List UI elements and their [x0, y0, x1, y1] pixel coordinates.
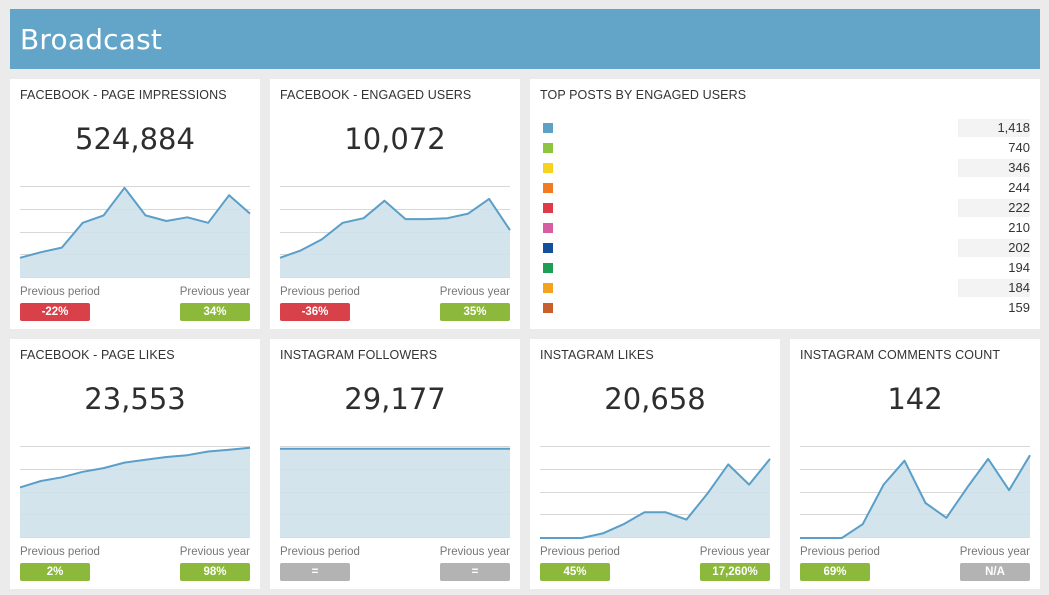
sparkline-line	[279, 197, 511, 259]
previous-year-badge: 34%	[180, 303, 250, 321]
engaged-users-value: 1,418	[958, 119, 1030, 137]
engaged-users-value: 184	[958, 279, 1030, 297]
previous-period-badge: 69%	[800, 563, 870, 581]
metric-value: 10,072	[344, 122, 446, 156]
page-title: Broadcast	[20, 23, 163, 56]
legend-swatch	[543, 303, 553, 313]
previous-year-label: Previous year	[179, 286, 250, 298]
engaged-users-value: 159	[1008, 300, 1030, 315]
previous-period-label: Previous period	[800, 546, 880, 558]
previous-period-label: Previous period	[20, 546, 100, 558]
previous-year-badge: =	[440, 563, 510, 581]
previous-year-badge: 35%	[440, 303, 510, 321]
top-post-row[interactable]: 210	[540, 218, 1030, 238]
sparkline-area	[280, 448, 510, 538]
legend-swatch	[543, 283, 553, 293]
legend-swatch	[543, 223, 553, 233]
legend-swatch	[543, 143, 553, 153]
previous-year-label: Previous year	[439, 286, 510, 298]
card-facebook-engaged-users[interactable]: FACEBOOK - ENGAGED USERS 10,072 Previous…	[270, 79, 520, 329]
card-facebook-page-likes[interactable]: FACEBOOK - PAGE LIKES 23,553 Previous pe…	[10, 339, 260, 589]
previous-year-badge: 17,260%	[700, 563, 770, 581]
engaged-users-value: 194	[1008, 260, 1030, 275]
card-instagram-followers[interactable]: INSTAGRAM FOLLOWERS 29,177 Previous peri…	[270, 339, 520, 589]
sparkline-chart	[800, 446, 1031, 539]
previous-period-badge: 45%	[540, 563, 610, 581]
previous-year-label: Previous year	[439, 546, 510, 558]
engaged-users-value: 202	[958, 239, 1030, 257]
top-post-row[interactable]: 194	[540, 258, 1030, 278]
card-title: INSTAGRAM FOLLOWERS	[280, 348, 438, 362]
card-instagram-comments-count[interactable]: INSTAGRAM COMMENTS COUNT 142 Previous pe…	[790, 339, 1040, 589]
legend-swatch	[543, 123, 553, 133]
top-post-row[interactable]: 184	[540, 278, 1030, 298]
top-post-row[interactable]: 1,418	[540, 118, 1030, 138]
card-title: FACEBOOK - PAGE IMPRESSIONS	[20, 88, 227, 102]
metric-value: 524,884	[75, 122, 195, 156]
sparkline-chart	[19, 186, 251, 278]
sparkline-area	[20, 187, 250, 278]
card-title: FACEBOOK - ENGAGED USERS	[280, 88, 472, 102]
engaged-users-value: 346	[958, 159, 1030, 177]
previous-period-label: Previous period	[20, 286, 100, 298]
card-facebook-page-impressions[interactable]: FACEBOOK - PAGE IMPRESSIONS 524,884 Prev…	[10, 79, 260, 329]
sparkline-chart	[540, 446, 771, 539]
top-post-row[interactable]: 202	[540, 238, 1030, 258]
engaged-users-value: 210	[1008, 220, 1030, 235]
sparkline-line	[19, 186, 251, 259]
top-post-row[interactable]: 159	[540, 298, 1030, 318]
previous-period-badge: -22%	[20, 303, 90, 321]
previous-period-label: Previous period	[280, 286, 360, 298]
engaged-users-value: 740	[1008, 140, 1030, 155]
sparkline-area	[540, 458, 770, 538]
sparkline-chart	[19, 446, 251, 538]
sparkline-chart	[280, 446, 510, 538]
previous-year-badge: N/A	[960, 563, 1030, 581]
sparkline-area	[20, 447, 250, 538]
sparkline-area	[280, 198, 510, 278]
card-title: TOP POSTS BY ENGAGED USERS	[540, 88, 747, 102]
card-title: INSTAGRAM COMMENTS COUNT	[800, 348, 1001, 362]
card-title: FACEBOOK - PAGE LIKES	[20, 348, 175, 362]
card-top-posts-by-engaged-users[interactable]: TOP POSTS BY ENGAGED USERS 1,418 740 346 24…	[530, 79, 1040, 329]
top-post-row[interactable]: 222	[540, 198, 1030, 218]
top-post-row[interactable]: 740	[540, 138, 1030, 158]
dashboard-header: Broadcast	[10, 9, 1040, 69]
metric-value: 23,553	[84, 382, 186, 416]
sparkline-line	[800, 454, 1031, 539]
metric-value: 29,177	[344, 382, 446, 416]
legend-swatch	[543, 183, 553, 193]
previous-period-badge: 2%	[20, 563, 90, 581]
top-post-row[interactable]: 346	[540, 158, 1030, 178]
sparkline-line	[540, 458, 771, 539]
metric-value: 142	[887, 382, 943, 416]
previous-year-badge: 98%	[180, 563, 250, 581]
previous-year-label: Previous year	[179, 546, 250, 558]
previous-period-badge: -36%	[280, 303, 350, 321]
previous-period-label: Previous period	[540, 546, 620, 558]
sparkline-line	[19, 446, 251, 489]
legend-swatch	[543, 263, 553, 273]
previous-year-label: Previous year	[699, 546, 770, 558]
engaged-users-value: 244	[1008, 180, 1030, 195]
legend-swatch	[543, 243, 553, 253]
metric-value: 20,658	[604, 382, 706, 416]
card-title: INSTAGRAM LIKES	[540, 348, 654, 362]
sparkline-area	[800, 455, 1030, 538]
previous-year-label: Previous year	[959, 546, 1030, 558]
previous-period-badge: =	[280, 563, 350, 581]
engaged-users-value: 222	[958, 199, 1030, 217]
previous-period-label: Previous period	[280, 546, 360, 558]
top-posts-list: 1,418 740 346 244 222 210 202 194 184 159	[540, 118, 1030, 318]
card-instagram-likes[interactable]: INSTAGRAM LIKES 20,658 Previous period P…	[530, 339, 780, 589]
top-post-row[interactable]: 244	[540, 178, 1030, 198]
sparkline-chart	[279, 186, 511, 278]
legend-swatch	[543, 203, 553, 213]
legend-swatch	[543, 163, 553, 173]
